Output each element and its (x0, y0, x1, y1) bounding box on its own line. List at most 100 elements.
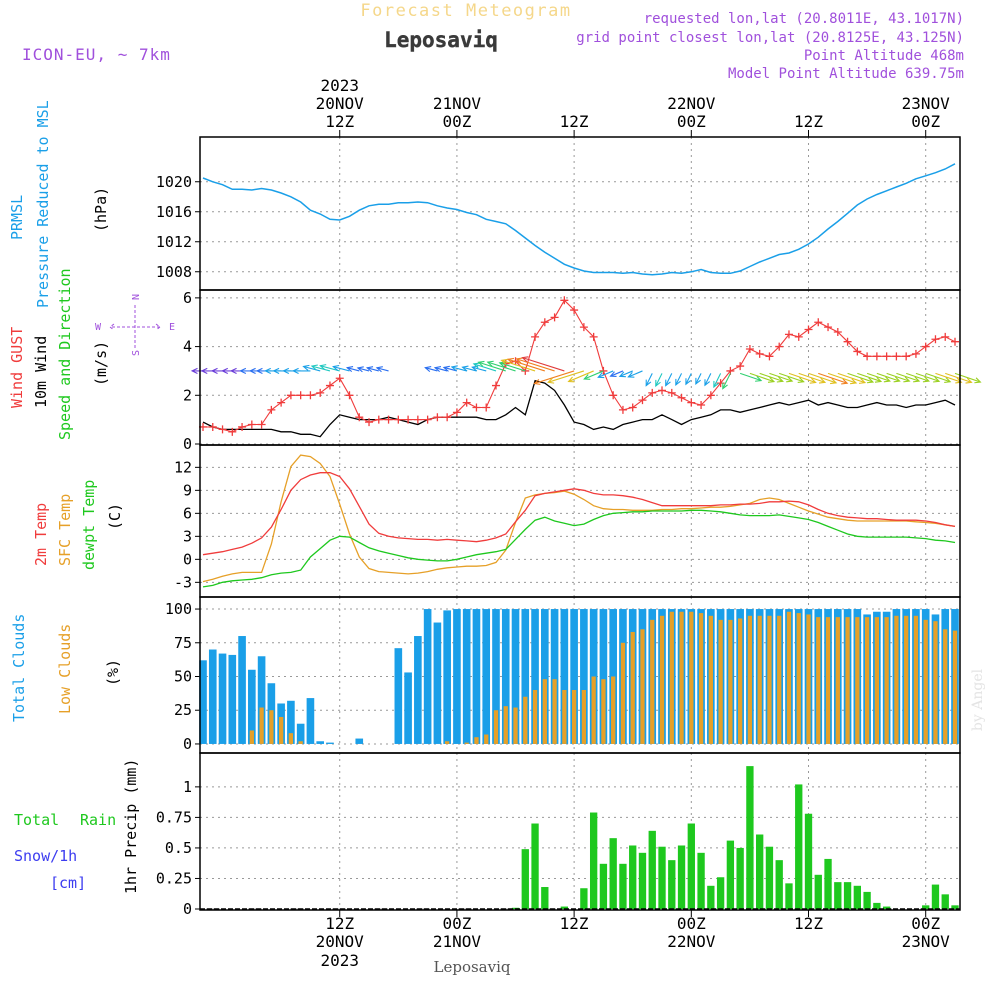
wind-direction-arrow (450, 365, 467, 372)
wind-direction-arrow (954, 372, 982, 384)
total-cloud-bar (423, 609, 432, 744)
gust-marker (677, 393, 686, 402)
wind-direction-arrow (915, 372, 941, 383)
ytick-label: 4 (183, 338, 192, 356)
rain-bar (531, 823, 539, 909)
wind-direction-arrow (749, 372, 776, 383)
gust-marker (531, 332, 540, 341)
low-cloud-bar (874, 617, 880, 744)
gust-marker (267, 405, 276, 414)
top-time-label: 12Z (794, 112, 823, 131)
ytick-label: 2 (183, 386, 192, 404)
low-cloud-bar (767, 615, 772, 744)
wind-direction-arrow (546, 370, 585, 384)
ytick-label: 0 (183, 735, 192, 753)
low-cloud-bar (904, 615, 909, 744)
rain-bar (951, 905, 959, 909)
top-date-label: 23NOV (902, 94, 951, 113)
wind-direction-arrow (618, 370, 633, 378)
low-cloud-bar (571, 689, 577, 744)
total-cloud-bar (355, 738, 364, 744)
top-time-label: 00Z (911, 112, 940, 131)
bottom-date-label: 20NOV (316, 932, 365, 951)
top-date-label: 21NOV (433, 94, 482, 113)
gust-marker (228, 427, 237, 436)
wind-direction-arrow (722, 373, 731, 390)
compass-east: E (169, 322, 175, 333)
wind-direction-arrow (461, 365, 477, 372)
low-cloud-bar (835, 617, 840, 744)
wind-direction-arrow (597, 370, 614, 379)
ytick-label: 0.75 (156, 808, 192, 826)
wind-direction-arrow (500, 358, 536, 372)
ytick-label: 0 (183, 435, 192, 453)
total-cloud-bar (550, 609, 559, 744)
wind-direction-arrow (857, 372, 883, 383)
wind-direction-arrow (375, 366, 389, 373)
ytick-label: 12 (174, 458, 192, 476)
gust-marker (736, 362, 745, 371)
gust-marker (658, 386, 667, 395)
gust-marker (452, 408, 461, 417)
ytick-label: 25 (174, 701, 192, 719)
low-cloud-bar (552, 679, 557, 744)
compass-south: S (131, 350, 142, 356)
ytick-label: 3 (183, 527, 192, 545)
low-cloud-bar (523, 696, 528, 744)
low-cloud-bar (816, 617, 821, 744)
bottom-time-label: 12Z (560, 914, 589, 933)
gust-marker (316, 388, 325, 397)
gust-marker (462, 398, 471, 407)
wind-direction-arrow (515, 357, 555, 372)
wind-direction-arrow (583, 370, 604, 380)
low-cloud-bar (484, 734, 489, 744)
rain-bar (873, 902, 881, 909)
gust-marker (345, 391, 354, 400)
total-cloud-bar (492, 609, 500, 744)
wind-direction-arrow (210, 367, 223, 375)
low-cloud-bar (786, 611, 792, 744)
wind-direction-arrow (302, 364, 321, 372)
wind-direction-arrow (486, 360, 516, 372)
gust-marker (589, 332, 598, 341)
rain-label: Rain (80, 811, 116, 829)
total-cloud-bar (531, 609, 539, 744)
pressure-line (202, 163, 956, 276)
wind-direction-arrow (310, 364, 331, 372)
ytick-label: 6 (183, 504, 192, 522)
top-time-label: 12Z (325, 112, 354, 131)
gust-marker (277, 398, 286, 407)
gust-marker (794, 332, 803, 341)
gust-marker (384, 415, 393, 424)
ytick-label: 6 (183, 289, 192, 307)
low-cloud-bar (952, 630, 958, 744)
total-cloud-bar (296, 723, 305, 744)
rain-bar (922, 905, 930, 909)
low-cloud-bar (591, 676, 596, 744)
total-cloud-bar (580, 609, 588, 744)
rain-bar (707, 885, 715, 909)
wind-direction-arrow (788, 372, 817, 384)
rain-bar (648, 830, 656, 909)
direction-label: Speed and Direction (56, 268, 74, 440)
total-cloud-bar (482, 609, 491, 744)
gust-marker (853, 347, 862, 356)
rain-bar (599, 863, 608, 909)
total-clouds-label: Total Clouds (10, 614, 28, 722)
total-cloud-bar (414, 636, 422, 744)
ytick-label: 50 (174, 668, 192, 686)
rain-bar (580, 888, 588, 909)
wind-direction-arrow (847, 372, 875, 384)
gust-marker (824, 323, 833, 332)
low-cloud-bar (601, 679, 606, 744)
total-cloud-bar (238, 636, 246, 744)
panel-clouds: 0 25 50 75 100 Total Clouds Low Clouds (%) (10, 597, 960, 753)
rain-bar (609, 838, 617, 909)
wind-label: 10m Wind (32, 336, 50, 408)
gust-marker (413, 415, 422, 424)
bottom-time-label: 12Z (794, 914, 823, 933)
low-cloud-bar (650, 619, 655, 744)
wind-direction-arrow (655, 373, 663, 388)
total-cloud-bar (228, 654, 237, 744)
